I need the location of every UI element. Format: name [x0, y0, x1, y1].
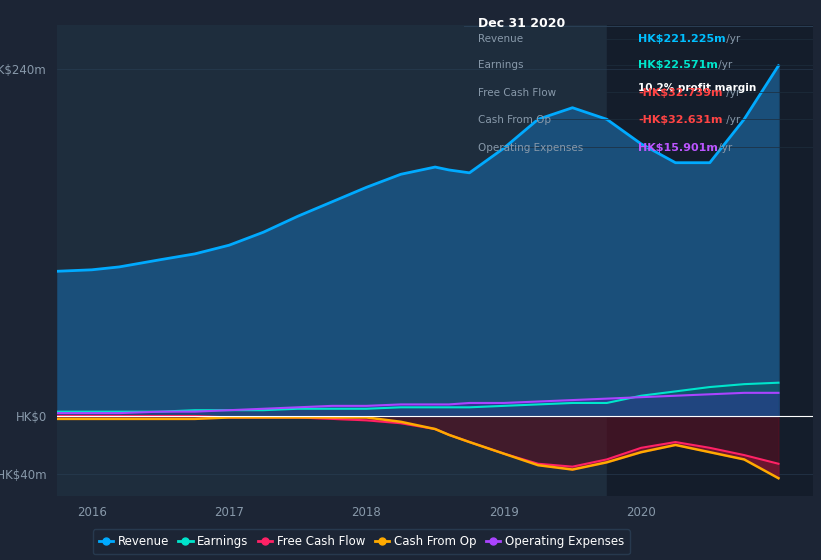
Text: Earnings: Earnings [478, 60, 523, 70]
Text: HK$221.225m: HK$221.225m [639, 34, 726, 44]
Text: Operating Expenses: Operating Expenses [478, 143, 583, 153]
Legend: Revenue, Earnings, Free Cash Flow, Cash From Op, Operating Expenses: Revenue, Earnings, Free Cash Flow, Cash … [93, 529, 630, 554]
Text: Revenue: Revenue [478, 34, 523, 44]
Bar [607, 25, 819, 496]
Text: /yr: /yr [722, 115, 740, 124]
Text: /yr: /yr [722, 34, 740, 44]
Text: 10.2% profit margin: 10.2% profit margin [639, 83, 757, 93]
Text: -HK$32.631m: -HK$32.631m [639, 115, 722, 124]
Text: /yr: /yr [715, 143, 732, 153]
Text: Free Cash Flow: Free Cash Flow [478, 88, 556, 98]
Text: /yr: /yr [722, 88, 740, 98]
Text: Dec 31 2020: Dec 31 2020 [478, 17, 565, 30]
Text: HK$22.571m: HK$22.571m [639, 60, 718, 70]
Text: Cash From Op: Cash From Op [478, 115, 551, 124]
Text: HK$15.901m: HK$15.901m [639, 143, 718, 153]
Text: /yr: /yr [715, 60, 732, 70]
Text: -HK$32.739m: -HK$32.739m [639, 88, 722, 98]
